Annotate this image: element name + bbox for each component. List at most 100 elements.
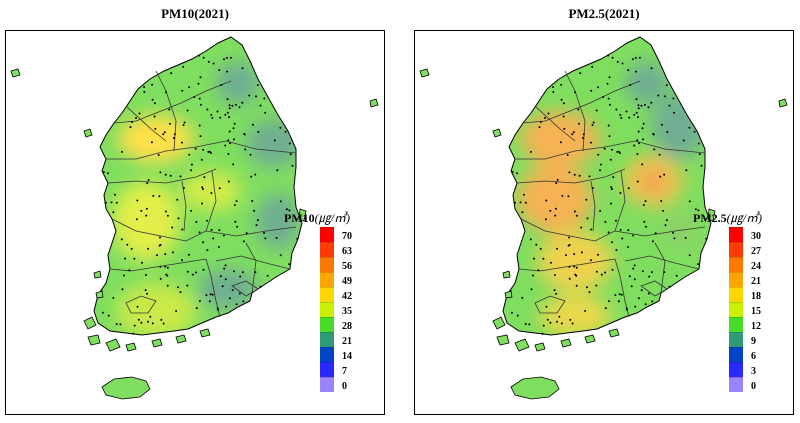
station-dot: [697, 263, 700, 266]
station-dot: [158, 244, 161, 247]
station-dot: [210, 113, 213, 116]
station-dot: [549, 321, 552, 324]
island-8: [175, 334, 187, 344]
station-dot: [528, 323, 531, 326]
station-dot: [232, 127, 235, 130]
station-dot: [259, 285, 262, 288]
station-dot: [137, 318, 140, 321]
station-dot: [544, 117, 546, 119]
province-boundary-5: [111, 170, 217, 242]
province-boundary-7: [590, 180, 596, 232]
station-dot: [249, 153, 252, 156]
station-dot: [641, 163, 644, 166]
station-dot: [672, 97, 675, 100]
station-dot: [173, 133, 176, 136]
station-dot: [569, 318, 572, 321]
pm25-concentration-field: [503, 37, 711, 335]
station-dot: [182, 65, 185, 68]
province-boundary-4: [107, 168, 217, 184]
station-dot: [146, 182, 149, 185]
station-dot: [112, 211, 115, 214]
station-dot: [555, 182, 558, 185]
station-dot: [662, 209, 665, 212]
station-dot: [228, 297, 231, 300]
station-dot: [242, 240, 245, 243]
province-boundary-13: [231, 280, 259, 297]
station-dot: [136, 305, 139, 308]
station-dot: [660, 123, 663, 126]
station-dot: [566, 154, 569, 156]
station-dot: [186, 109, 189, 112]
legend-swatch-70: [320, 227, 334, 242]
station-dot: [199, 135, 202, 138]
station-dot: [121, 150, 123, 153]
station-dot: [233, 204, 236, 206]
station-dot: [553, 289, 556, 292]
station-dot: [121, 288, 124, 291]
station-dot: [179, 291, 182, 294]
station-dot: [162, 322, 165, 325]
legend-swatch-21: [729, 272, 743, 287]
station-dot: [226, 111, 229, 114]
station-dot: [235, 200, 238, 203]
station-dot: [597, 86, 600, 89]
station-dot: [524, 323, 527, 325]
province-boundary-10: [215, 255, 291, 270]
station-dot: [509, 290, 512, 292]
station-dot: [616, 60, 619, 63]
station-dot: [697, 142, 700, 145]
station-dot: [198, 97, 201, 100]
station-dot: [633, 113, 636, 116]
legend-swatch-42: [320, 287, 334, 302]
station-dot: [546, 318, 549, 321]
province-boundary-5: [520, 170, 626, 242]
station-dot: [147, 247, 150, 250]
station-dot: [124, 257, 127, 260]
station-dot: [188, 253, 190, 256]
station-dot: [244, 148, 247, 151]
province-boundary-2: [155, 70, 177, 152]
pm10-map: [10, 36, 379, 400]
station-dot: [571, 133, 574, 136]
station-dot: [239, 275, 242, 278]
station-dot: [556, 320, 558, 323]
station-dot: [586, 217, 589, 220]
legend-swatch-24: [729, 257, 743, 272]
station-dot: [159, 171, 162, 174]
island-0: [510, 376, 560, 400]
station-dot: [195, 307, 198, 310]
station-dot: [578, 122, 580, 125]
legend-swatch-28: [320, 317, 334, 332]
station-dot: [191, 273, 194, 276]
station-dot: [573, 253, 576, 256]
station-dot: [673, 111, 676, 114]
station-dot: [582, 133, 585, 136]
station-dot: [629, 84, 632, 86]
station-dot: [149, 315, 152, 318]
station-dot: [586, 286, 588, 289]
province-boundary-11: [654, 242, 666, 294]
station-dot: [171, 251, 174, 254]
island-8: [584, 334, 596, 344]
station-dot: [169, 174, 172, 177]
station-dot: [228, 104, 231, 107]
station-dot: [531, 274, 534, 277]
station-dot: [198, 300, 201, 303]
station-dot: [642, 122, 645, 125]
station-dot: [266, 274, 269, 277]
station-dot: [145, 214, 148, 217]
station-dot: [198, 54, 201, 57]
station-dot: [273, 139, 276, 142]
island-5: [514, 338, 530, 352]
station-dot: [198, 124, 201, 127]
station-dot: [256, 84, 259, 87]
concentration-zone-2: [181, 171, 241, 211]
station-dot: [607, 54, 610, 57]
station-dot: [171, 226, 174, 229]
station-dot: [219, 116, 222, 119]
station-dot: [620, 293, 623, 296]
station-dot: [113, 193, 116, 196]
legend-swatch-27: [729, 242, 743, 257]
station-dot: [510, 311, 513, 314]
station-dot: [128, 269, 131, 272]
